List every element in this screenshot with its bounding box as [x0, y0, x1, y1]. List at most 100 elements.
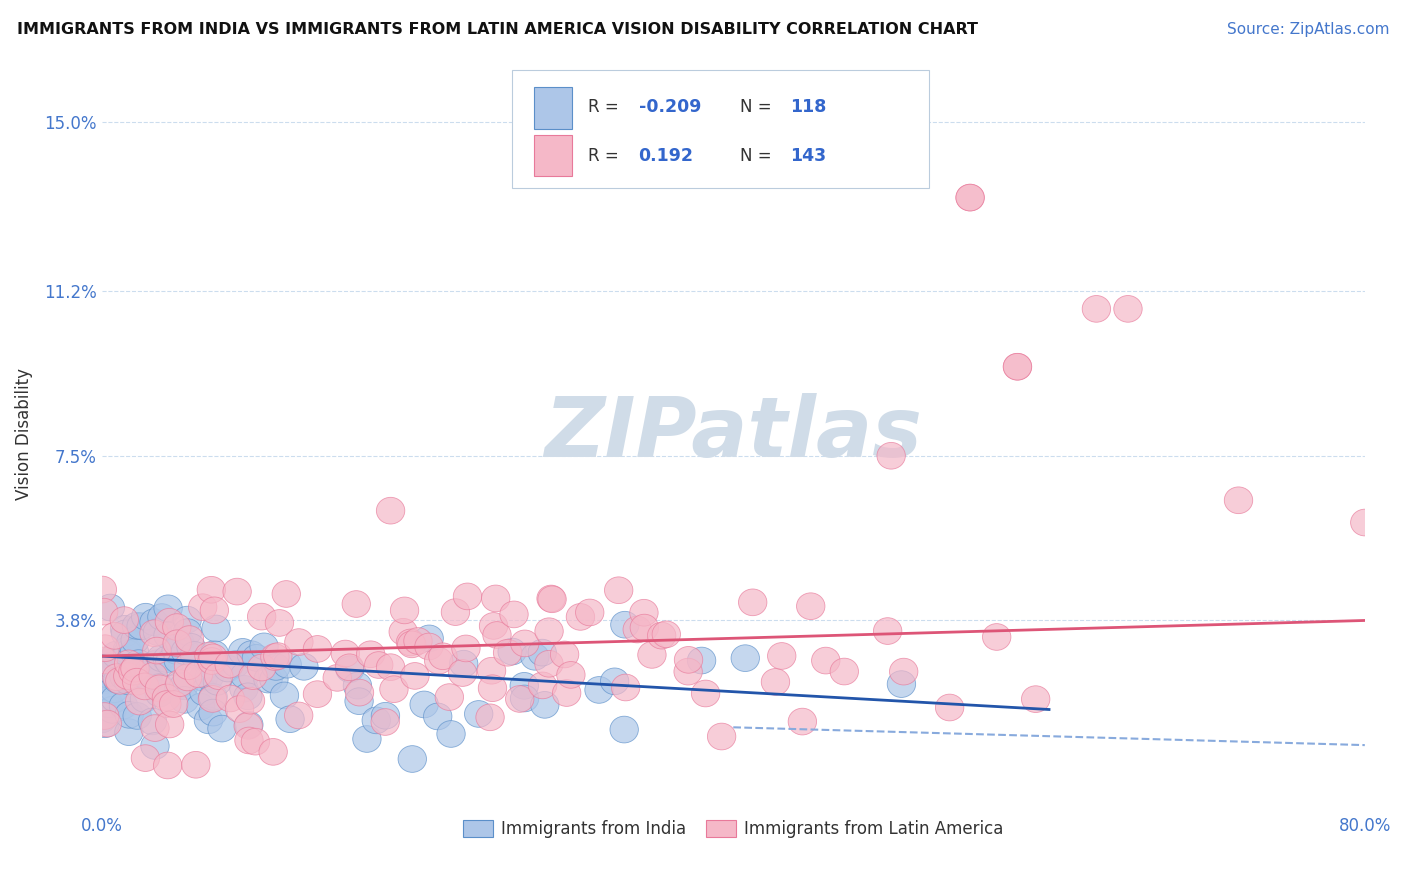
Ellipse shape: [180, 641, 209, 668]
Ellipse shape: [101, 641, 131, 668]
Ellipse shape: [188, 594, 217, 621]
Ellipse shape: [166, 629, 194, 656]
Ellipse shape: [184, 661, 212, 688]
FancyBboxPatch shape: [534, 135, 572, 177]
Ellipse shape: [135, 657, 163, 684]
Ellipse shape: [114, 663, 142, 690]
Ellipse shape: [530, 691, 560, 718]
Ellipse shape: [190, 679, 218, 706]
Ellipse shape: [449, 660, 477, 686]
Ellipse shape: [688, 648, 716, 673]
Ellipse shape: [156, 649, 184, 676]
Ellipse shape: [93, 710, 121, 737]
Ellipse shape: [91, 681, 120, 708]
Ellipse shape: [529, 672, 557, 698]
Ellipse shape: [364, 652, 392, 678]
Ellipse shape: [215, 651, 243, 678]
Ellipse shape: [198, 686, 226, 713]
Ellipse shape: [437, 721, 465, 747]
Ellipse shape: [91, 635, 120, 662]
Ellipse shape: [105, 667, 134, 694]
Ellipse shape: [132, 603, 160, 630]
Ellipse shape: [198, 644, 228, 671]
Ellipse shape: [567, 604, 595, 631]
Ellipse shape: [177, 633, 205, 660]
Ellipse shape: [90, 599, 118, 625]
Ellipse shape: [121, 627, 149, 654]
Ellipse shape: [534, 650, 564, 677]
Ellipse shape: [87, 688, 117, 714]
Ellipse shape: [169, 673, 198, 699]
Ellipse shape: [217, 685, 245, 712]
Ellipse shape: [647, 623, 676, 649]
Ellipse shape: [229, 675, 259, 702]
Ellipse shape: [153, 646, 181, 673]
Ellipse shape: [242, 645, 271, 672]
Ellipse shape: [789, 708, 817, 735]
Text: ZIPatlas: ZIPatlas: [544, 393, 922, 474]
Ellipse shape: [415, 633, 443, 660]
Ellipse shape: [121, 656, 149, 682]
Text: R =: R =: [588, 97, 624, 116]
Ellipse shape: [453, 583, 482, 610]
Ellipse shape: [148, 604, 176, 631]
Ellipse shape: [956, 185, 984, 211]
Ellipse shape: [174, 653, 202, 680]
Ellipse shape: [131, 673, 159, 699]
Ellipse shape: [1004, 353, 1032, 380]
Ellipse shape: [499, 601, 529, 628]
Ellipse shape: [464, 700, 494, 727]
Ellipse shape: [335, 654, 364, 681]
Ellipse shape: [411, 691, 439, 718]
Ellipse shape: [125, 689, 153, 715]
Ellipse shape: [479, 613, 508, 640]
Ellipse shape: [103, 664, 131, 690]
Ellipse shape: [478, 657, 506, 684]
Text: 0.192: 0.192: [638, 147, 693, 165]
Ellipse shape: [396, 629, 425, 656]
Ellipse shape: [323, 665, 352, 691]
Ellipse shape: [204, 668, 232, 695]
Ellipse shape: [675, 647, 703, 673]
Ellipse shape: [371, 702, 399, 729]
Ellipse shape: [247, 654, 276, 681]
Ellipse shape: [482, 622, 512, 648]
Ellipse shape: [494, 640, 522, 666]
Ellipse shape: [131, 686, 159, 713]
Ellipse shape: [195, 664, 224, 690]
Ellipse shape: [110, 615, 139, 642]
Ellipse shape: [610, 611, 640, 638]
Ellipse shape: [98, 697, 127, 723]
Ellipse shape: [204, 663, 233, 690]
Ellipse shape: [236, 688, 264, 714]
Ellipse shape: [692, 680, 720, 706]
Ellipse shape: [233, 713, 263, 739]
Ellipse shape: [336, 656, 364, 682]
Ellipse shape: [361, 707, 391, 734]
Ellipse shape: [553, 680, 581, 706]
Ellipse shape: [202, 615, 231, 641]
Ellipse shape: [270, 682, 298, 709]
Ellipse shape: [811, 648, 839, 674]
Ellipse shape: [91, 648, 120, 675]
Ellipse shape: [1351, 509, 1379, 536]
Ellipse shape: [233, 683, 262, 710]
Ellipse shape: [101, 686, 129, 713]
Ellipse shape: [166, 670, 194, 697]
Ellipse shape: [830, 658, 859, 685]
Ellipse shape: [520, 643, 550, 670]
Ellipse shape: [139, 620, 169, 647]
Ellipse shape: [200, 597, 229, 624]
Ellipse shape: [89, 658, 117, 684]
Ellipse shape: [122, 613, 150, 639]
Ellipse shape: [145, 681, 173, 706]
Ellipse shape: [198, 648, 226, 674]
Ellipse shape: [138, 708, 167, 735]
Ellipse shape: [188, 665, 218, 691]
Ellipse shape: [152, 684, 180, 711]
Ellipse shape: [153, 622, 183, 648]
Ellipse shape: [139, 663, 167, 690]
Ellipse shape: [89, 647, 118, 673]
Ellipse shape: [172, 638, 200, 665]
Ellipse shape: [630, 599, 658, 626]
